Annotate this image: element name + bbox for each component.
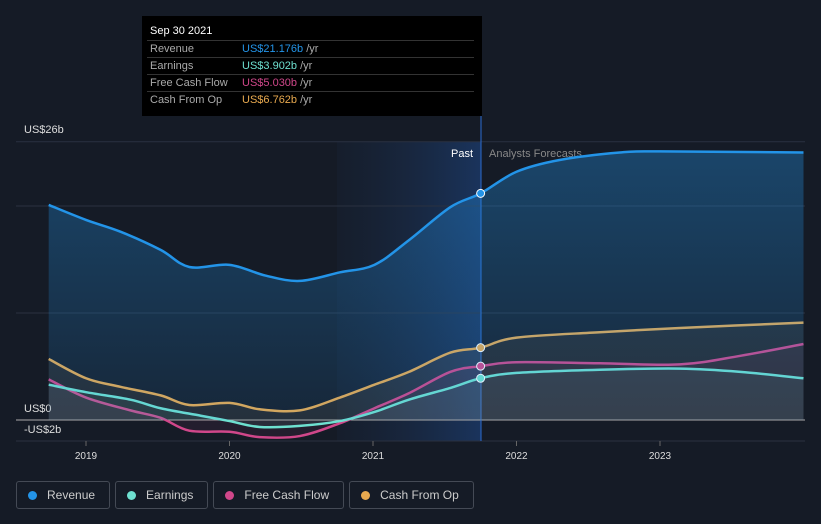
legend-dot-icon [225, 490, 235, 500]
x-tick-label: 2019 [75, 451, 98, 462]
tooltip: Sep 30 2021 Revenue US$21.176b /yr Earning… [142, 16, 482, 116]
tooltip-value: US$21.176b /yr [242, 43, 319, 55]
legend-label: Earnings [146, 488, 194, 502]
tooltip-label: Earnings [150, 60, 194, 72]
legend-item-cash-from-op[interactable]: Cash From Op [349, 481, 474, 509]
legend-dot-icon [127, 490, 137, 500]
area-revenue [48, 151, 804, 420]
tooltip-label: Cash From Op [150, 94, 223, 106]
x-tick-label: 2022 [505, 451, 528, 462]
tooltip-row: Cash From Op US$6.762b /yr [147, 91, 474, 109]
x-tick-label: 2021 [362, 451, 385, 462]
tooltip-value: US$3.902b /yr [242, 60, 313, 72]
forecast-label: Analysts Forecasts [489, 148, 582, 160]
tooltip-label: Free Cash Flow [150, 77, 228, 89]
legend: Revenue Earnings Free Cash Flow Cash From O… [16, 481, 474, 509]
tooltip-value: US$6.762b /yr [242, 94, 313, 106]
marker-revenue [476, 188, 486, 198]
past-label: Past [451, 148, 473, 160]
chart: US$26b US$0 -US$2b Past Analysts Forecasts 20… [16, 115, 805, 462]
y-label-bottom: -US$2b [24, 424, 61, 436]
legend-item-earnings[interactable]: Earnings [115, 481, 209, 509]
legend-item-revenue[interactable]: Revenue [16, 481, 111, 509]
line-revenue [48, 150, 804, 283]
tooltip-date: Sep 30 2021 [150, 25, 213, 37]
legend-dot-icon [28, 490, 37, 500]
legend-item-free-cash-flow[interactable]: Free Cash Flow [213, 481, 345, 509]
tooltip-value: US$5.030b /yr [242, 77, 313, 89]
tooltip-label: Revenue [150, 43, 195, 55]
x-tick-label: 2023 [649, 451, 672, 462]
y-label-zero: US$0 [24, 403, 52, 415]
legend-label: Free Cash Flow [244, 488, 330, 502]
legend-label: Revenue [47, 488, 96, 502]
tooltip-row: Free Cash Flow US$5.030b /yr [147, 74, 474, 92]
tooltip-row: Revenue US$21.176b /yr [147, 40, 474, 58]
x-tick-label: 2020 [218, 451, 241, 462]
tooltip-row: Earnings US$3.902b /yr [147, 57, 474, 75]
y-label-top: US$26b [24, 124, 64, 136]
legend-dot-icon [361, 490, 371, 500]
legend-label: Cash From Op [380, 488, 459, 502]
